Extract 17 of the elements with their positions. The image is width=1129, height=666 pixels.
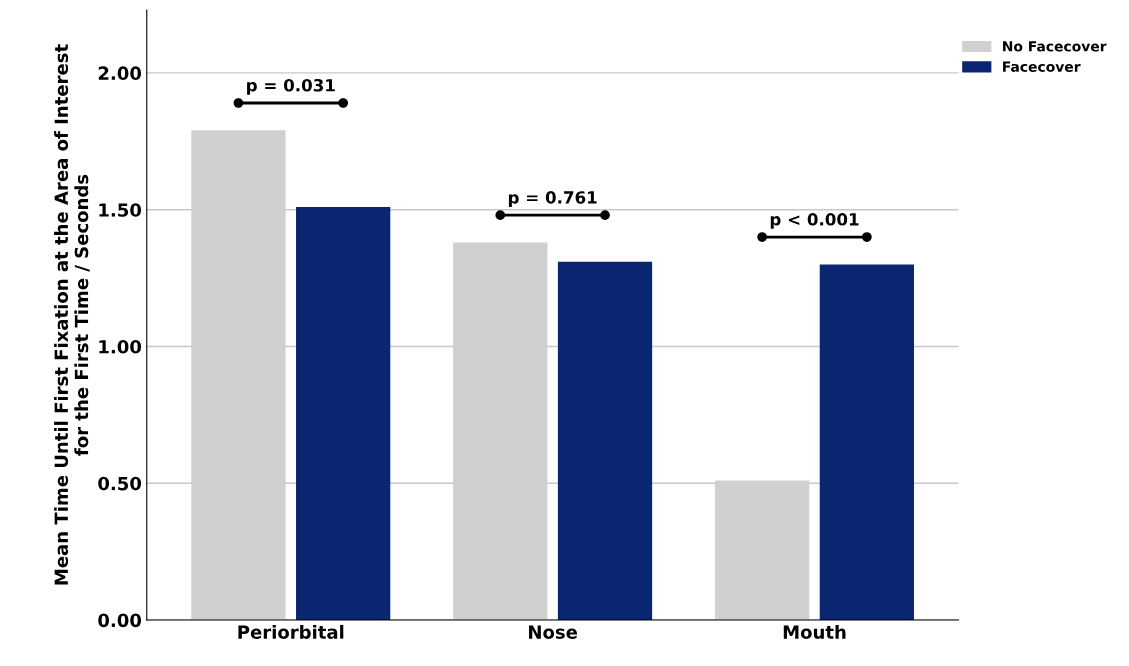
- y-tick-label: 1.50: [99, 203, 142, 217]
- legend-label: Facecover: [1003, 61, 1081, 72]
- y-tick-label: 0.00: [98, 613, 142, 628]
- y-tick-label: 1.00: [99, 339, 142, 354]
- annotation: p < 0.001: [770, 213, 859, 229]
- y-tick-label: 2.00: [98, 66, 142, 81]
- y-tick-label: 0.50: [98, 476, 142, 491]
- annotation: p = 0.761: [508, 191, 597, 207]
- y-axis-title: Mean Time Until First Fixation at the Area of Interest for the First Time / Seconds: [54, 44, 90, 585]
- annotation: p = 0.031: [247, 78, 335, 95]
- bar: [296, 206, 391, 621]
- bar: [819, 264, 915, 621]
- x-tick-label: Nose: [529, 625, 578, 639]
- legend-label: No Facecover: [1003, 41, 1107, 52]
- bar: [557, 261, 653, 621]
- x-tick-label: Periorbital: [238, 624, 344, 639]
- x-tick-label: Mouth: [783, 624, 846, 639]
